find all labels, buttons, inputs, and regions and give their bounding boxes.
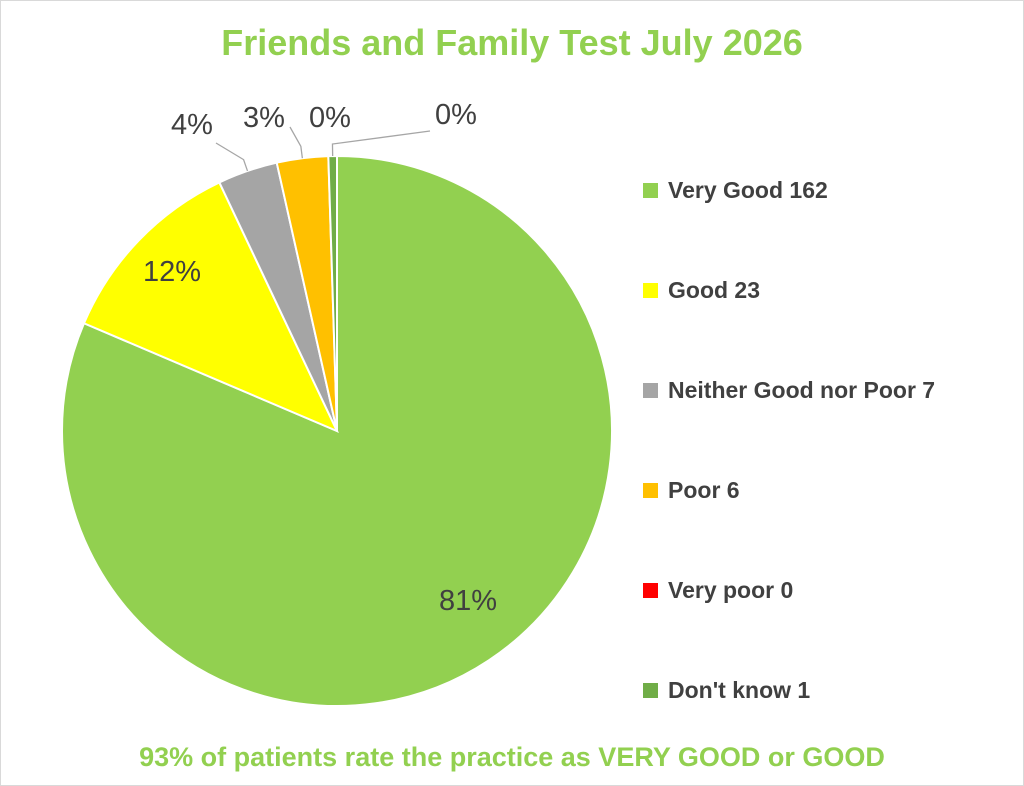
legend-item-neither-good-nor-poor: Neither Good nor Poor 7 [643,370,935,410]
legend-swatch [643,482,658,498]
legend-swatch [643,182,658,198]
chart-subtitle: 93% of patients rate the practice as VER… [139,742,885,772]
legend-label: Poor 6 [668,476,740,503]
legend-label: Don't know 1 [668,676,811,703]
legend-swatch [643,682,658,698]
legend-item-don-t-know: Don't know 1 [643,670,810,710]
data-label-poor: 3% [243,102,285,134]
legend-label: Very Good 162 [668,176,828,203]
leader-line-neither-good-nor-poor [215,142,249,172]
legend-item-very-good: Very Good 162 [643,170,828,210]
legend-item-poor: Poor 6 [643,470,740,510]
pie-slice-good [82,181,340,433]
leader-line-poor [289,126,304,159]
pie-slice-very-good [61,154,613,707]
data-label-very-good: 81% [439,585,497,617]
leader-line-don-t-know [331,130,431,157]
legend-swatch [643,582,658,598]
legend-label: Very poor 0 [668,576,794,603]
data-label-good: 12% [143,256,201,288]
legend-label: Good 23 [668,276,761,303]
legend-item-very-poor: Very poor 0 [643,570,793,610]
data-label-neither-good-nor-poor: 4% [171,109,213,141]
data-label-very-poor: 0% [309,102,351,134]
legend-item-good: Good 23 [643,270,760,310]
data-label-don-t-know: 0% [435,99,477,131]
legend-swatch [643,382,658,398]
legend-swatch [643,282,658,298]
legend-label: Neither Good nor Poor 7 [668,376,936,403]
chart-title: Friends and Family Test July 2026 [221,22,803,63]
